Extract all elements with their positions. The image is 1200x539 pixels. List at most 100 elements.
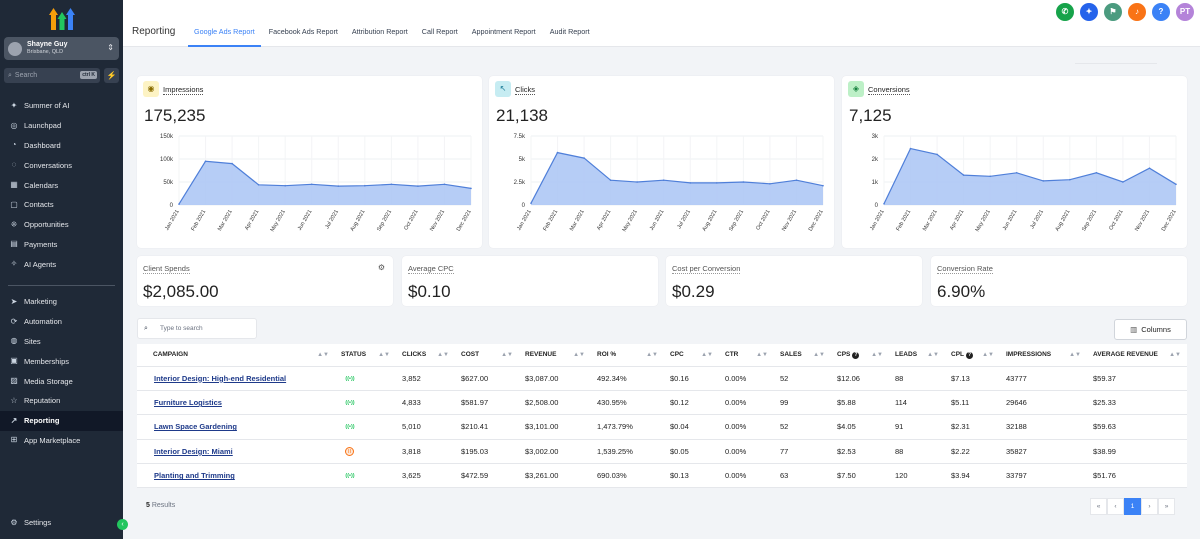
col-roi[interactable]: ROI % ▲▼ (591, 344, 664, 367)
table-search-placeholder: Type to search (160, 325, 203, 332)
account-switcher[interactable]: Shayne Guy Brisbane, QLD ⇕ (4, 37, 119, 60)
col-label: AVERAGE REVENUE (1093, 351, 1158, 359)
cell-impressions: 29646 (1000, 390, 1087, 416)
columns-button[interactable]: ▥ Columns (1114, 319, 1187, 340)
last-page-button[interactable]: » (1158, 498, 1175, 515)
first-page-button[interactable]: « (1090, 498, 1107, 515)
sidebar-item-dashboard[interactable]: ◔ Dashboard (0, 136, 123, 156)
col-average-revenue[interactable]: AVERAGE REVENUE ▲▼ (1087, 344, 1187, 367)
sidebar-item-reputation[interactable]: ☆ Reputation (0, 391, 123, 411)
data-point (662, 179, 665, 181)
campaign-link[interactable]: Planting and Trimming (137, 463, 335, 489)
col-cpl[interactable]: CPL? ▲▼ (945, 344, 1000, 367)
x-tick-label: Jan 2021 (164, 209, 181, 232)
sidebar-item-memberships[interactable]: ▣ Memberships (0, 351, 123, 371)
sidebar-item-calendars[interactable]: ▦ Calendars (0, 175, 123, 195)
sidebar-item-launchpad[interactable]: ◎ Launchpad (0, 116, 123, 136)
conversion-rate-title: Conversion Rate (937, 264, 993, 274)
sidebar-item-automation[interactable]: ⟳ Automation (0, 312, 123, 332)
tab-call-report[interactable]: Call Report (421, 27, 458, 36)
quick-action-icon[interactable]: ⚡ (104, 68, 119, 83)
sidebar-item-contacts[interactable]: ▢ Contacts (0, 195, 123, 215)
col-sales[interactable]: SALES ▲▼ (774, 344, 831, 367)
next-page-button[interactable]: › (1141, 498, 1158, 515)
table-search-input[interactable]: ⌕ Type to search (137, 318, 257, 339)
phone-icon[interactable]: ✆ (1056, 3, 1074, 21)
campaign-link[interactable]: Interior Design: High-end Residential (137, 366, 335, 391)
col-leads[interactable]: LEADS ▲▼ (889, 344, 945, 367)
cell-sales: 77 (774, 439, 831, 465)
gear-icon[interactable]: ⚙ (377, 263, 385, 272)
sidebar-item-payments[interactable]: ▤ Payments (0, 235, 123, 255)
bell-icon[interactable]: ♪ (1128, 3, 1146, 21)
data-point (257, 184, 260, 186)
launch-icon[interactable]: ✦ (1080, 3, 1098, 21)
cell-avg-revenue: $59.37 (1087, 366, 1187, 391)
col-clicks[interactable]: CLICKS ▲▼ (396, 344, 455, 367)
sidebar-search-input[interactable]: ⌕ Search ctrl K (4, 68, 100, 83)
tab-google-ads-report[interactable]: Google Ads Report (188, 20, 261, 47)
cell-cost: $472.59 (455, 463, 519, 489)
cell-clicks: 3,625 (396, 463, 455, 489)
avatar[interactable]: PT (1176, 3, 1194, 21)
sort-icon: ▲▼ (1069, 352, 1081, 358)
tab-appointment-report[interactable]: Appointment Report (471, 27, 536, 36)
report-tabs: Google Ads Report Facebook Ads Report At… (188, 20, 598, 47)
sidebar-item-summer-of-ai[interactable]: ✦ Summer of AI (0, 96, 123, 116)
campaign-link[interactable]: Interior Design: Miami (137, 439, 335, 465)
x-tick-label: Apr 2021 (244, 209, 260, 231)
sort-icon: ▲▼ (871, 352, 883, 358)
collapse-sidebar-icon[interactable]: ‹ (117, 519, 128, 530)
col-cps[interactable]: CPS? ▲▼ (831, 344, 889, 367)
col-status[interactable]: STATUS ▲▼ (335, 344, 396, 367)
info-icon[interactable]: ? (966, 351, 973, 359)
tab-facebook-ads-report[interactable]: Facebook Ads Report (268, 27, 338, 36)
sidebar-item-sites[interactable]: ◍ Sites (0, 332, 123, 352)
col-ctr[interactable]: CTR ▲▼ (719, 344, 774, 367)
megaphone-icon[interactable]: ⚑ (1104, 3, 1122, 21)
y-tick-label: 0 (875, 203, 879, 209)
campaign-link[interactable]: Furniture Logistics (137, 390, 335, 416)
col-label: IMPRESSIONS (1006, 351, 1052, 359)
sidebar-item-app-marketplace[interactable]: ⊞ App Marketplace (0, 431, 123, 451)
sort-icon: ▲▼ (927, 352, 939, 358)
active-status-icon: ((•)) (345, 400, 355, 407)
cell-cps: $7.50 (831, 463, 889, 489)
status-cell: ((•)) (335, 463, 396, 489)
cell-ctr: 0.00% (719, 439, 774, 465)
table-row: Furniture Logistics ((•)) 4,833 $581.97 $2,5… (137, 390, 1187, 416)
col-impressions[interactable]: IMPRESSIONS ▲▼ (1000, 344, 1087, 367)
col-revenue[interactable]: REVENUE ▲▼ (519, 344, 591, 367)
page-button[interactable]: 1 (1124, 498, 1141, 515)
col-campaign[interactable]: CAMPAIGN ▲▼ (137, 344, 335, 367)
app-logo[interactable] (49, 6, 75, 30)
funnel-icon: ⁜ (10, 219, 18, 229)
sidebar-item-conversations[interactable]: ◌ Conversations (0, 155, 123, 175)
col-cost[interactable]: COST ▲▼ (455, 344, 519, 367)
x-tick-label: Apr 2021 (596, 209, 612, 231)
cursor-icon: ↖ (495, 81, 511, 97)
sidebar-item-settings[interactable]: ⚙ Settings (0, 513, 123, 533)
data-point (742, 181, 745, 183)
sidebar-item-opportunities[interactable]: ⁜ Opportunities (0, 215, 123, 235)
cell-revenue: $3,261.00 (519, 463, 591, 489)
x-tick-label: Jul 2021 (324, 209, 340, 230)
sidebar-item-media-storage[interactable]: ▨ Media Storage (0, 371, 123, 391)
sidebar-item-ai-agents[interactable]: ✧ AI Agents (0, 254, 123, 274)
sidebar-item-label: Summer of AI (24, 101, 70, 111)
sidebar-item-marketing[interactable]: ➤ Marketing (0, 292, 123, 312)
help-icon[interactable]: ? (1152, 3, 1170, 21)
prev-page-button[interactable]: ‹ (1107, 498, 1124, 515)
data-point (178, 203, 180, 205)
info-icon[interactable]: ? (852, 351, 860, 359)
col-label: SALES (780, 351, 802, 359)
tab-attribution-report[interactable]: Attribution Report (351, 27, 408, 36)
col-cpc[interactable]: CPC ▲▼ (664, 344, 719, 367)
campaign-link[interactable]: Lawn Space Gardening (137, 414, 335, 440)
tab-audit-report[interactable]: Audit Report (549, 27, 590, 36)
x-tick-label: May 2021 (270, 209, 287, 233)
cell-cpc: $0.04 (664, 414, 719, 440)
sidebar-item-label: Calendars (24, 180, 59, 190)
sidebar-item-reporting[interactable]: ↗ Reporting (0, 410, 123, 431)
data-point (1148, 167, 1151, 169)
